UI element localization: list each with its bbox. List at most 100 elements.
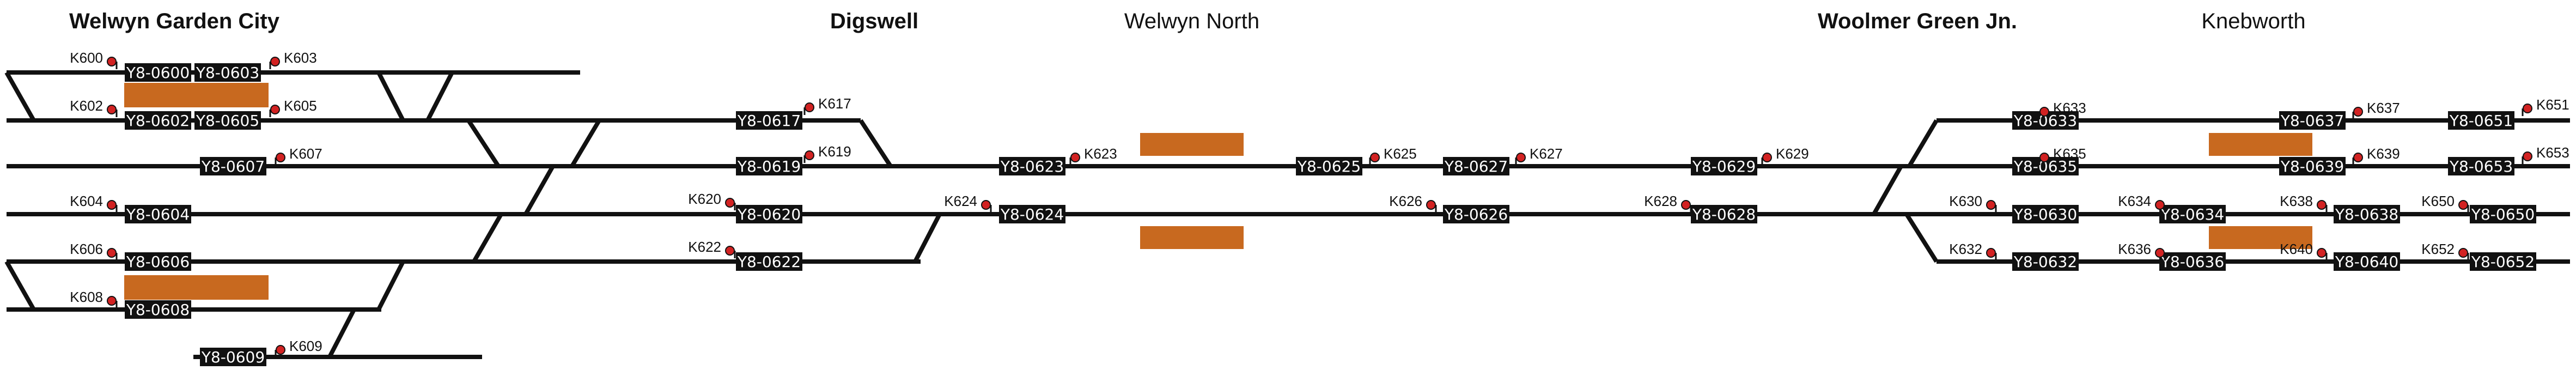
berth-y8-0605[interactable]: Y8-0605 bbox=[194, 111, 261, 130]
signal-k607[interactable]: K607 bbox=[275, 145, 322, 165]
signal-k603[interactable]: K603 bbox=[269, 50, 317, 69]
berth-y8-0634[interactable]: Y8-0634 bbox=[2159, 205, 2226, 223]
signal-k632[interactable]: K632 bbox=[1949, 241, 1997, 260]
signal-k608[interactable]: K608 bbox=[70, 289, 118, 308]
berth-y8-0627[interactable]: Y8-0627 bbox=[1443, 157, 1509, 175]
berth-y8-0609[interactable]: Y8-0609 bbox=[200, 348, 266, 366]
berth-y8-0653[interactable]: Y8-0653 bbox=[2448, 157, 2514, 175]
signal-light-icon bbox=[2317, 200, 2327, 210]
signal-label: K609 bbox=[289, 338, 322, 354]
berth-y8-0620[interactable]: Y8-0620 bbox=[736, 205, 802, 223]
berth-y8-0626[interactable]: Y8-0626 bbox=[1443, 205, 1509, 223]
berth-box bbox=[2279, 157, 2346, 175]
signal-k628[interactable]: K628 bbox=[1644, 193, 1692, 213]
signal-k626[interactable]: K626 bbox=[1389, 193, 1437, 213]
berth-y8-0607[interactable]: Y8-0607 bbox=[200, 157, 266, 175]
berth-y8-0651[interactable]: Y8-0651 bbox=[2448, 111, 2514, 130]
signal-k650[interactable]: K650 bbox=[2421, 193, 2469, 213]
berth-y8-0650[interactable]: Y8-0650 bbox=[2470, 205, 2536, 223]
signal-k639[interactable]: K639 bbox=[2352, 145, 2400, 165]
berth-box bbox=[736, 111, 802, 130]
berth-label: Y8-0626 bbox=[1444, 205, 1508, 223]
signal-label: K607 bbox=[289, 145, 322, 162]
signal-k640[interactable]: K640 bbox=[2280, 241, 2328, 260]
berth-y8-0630[interactable]: Y8-0630 bbox=[2012, 205, 2079, 223]
signal-k619[interactable]: K619 bbox=[803, 143, 851, 163]
station-name-woolmer-green-jn: Woolmer Green Jn. bbox=[1818, 9, 2017, 33]
signal-k605[interactable]: K605 bbox=[269, 98, 317, 117]
signal-label: K652 bbox=[2421, 241, 2455, 257]
signal-k652[interactable]: K652 bbox=[2421, 241, 2469, 260]
track bbox=[376, 71, 405, 122]
signal-k653[interactable]: K653 bbox=[2522, 144, 2569, 164]
signal-light-icon bbox=[2155, 200, 2165, 210]
berth-y8-0640[interactable]: Y8-0640 bbox=[2334, 252, 2400, 271]
berth-box bbox=[999, 205, 1065, 223]
signal-k630[interactable]: K630 bbox=[1949, 193, 1997, 213]
signal-k627[interactable]: K627 bbox=[1515, 145, 1563, 165]
berth-y8-0619[interactable]: Y8-0619 bbox=[736, 157, 802, 175]
berth-y8-0637[interactable]: Y8-0637 bbox=[2279, 111, 2346, 130]
platform-layer bbox=[124, 83, 2312, 300]
signal-label: K623 bbox=[1084, 145, 1117, 162]
berth-y8-0602[interactable]: Y8-0602 bbox=[125, 111, 191, 130]
signal-k637[interactable]: K637 bbox=[2352, 100, 2400, 119]
signal-k623[interactable]: K623 bbox=[1069, 145, 1117, 165]
berth-y8-0639[interactable]: Y8-0639 bbox=[2279, 157, 2346, 175]
signal-k606[interactable]: K606 bbox=[70, 241, 118, 260]
berth-y8-0629[interactable]: Y8-0629 bbox=[1691, 157, 1757, 175]
berth-y8-0623[interactable]: Y8-0623 bbox=[999, 157, 1065, 175]
berth-y8-0622[interactable]: Y8-0622 bbox=[736, 252, 802, 271]
signal-k620[interactable]: K620 bbox=[688, 191, 736, 210]
berth-y8-0624[interactable]: Y8-0624 bbox=[999, 205, 1065, 223]
berth-label: Y8-0639 bbox=[2280, 157, 2344, 175]
berth-y8-0628[interactable]: Y8-0628 bbox=[1691, 205, 1757, 223]
berth-box bbox=[1443, 157, 1509, 175]
signal-label: K617 bbox=[818, 95, 851, 112]
signal-light-icon bbox=[1681, 200, 1691, 210]
signal-k604[interactable]: K604 bbox=[70, 193, 118, 213]
berth-y8-0608[interactable]: Y8-0608 bbox=[125, 300, 191, 319]
berth-label: Y8-0607 bbox=[201, 157, 265, 175]
berth-box bbox=[2012, 205, 2079, 223]
signal-k635[interactable]: K635 bbox=[2038, 145, 2086, 165]
berth-y8-0636[interactable]: Y8-0636 bbox=[2159, 252, 2226, 271]
signal-label: K653 bbox=[2536, 144, 2569, 161]
berth-box bbox=[200, 157, 266, 175]
berth-box bbox=[736, 252, 802, 271]
signal-k617[interactable]: K617 bbox=[803, 95, 851, 115]
signal-label: K620 bbox=[688, 191, 721, 207]
berth-y8-0603[interactable]: Y8-0603 bbox=[194, 63, 261, 82]
signal-k600[interactable]: K600 bbox=[70, 50, 118, 69]
signal-k602[interactable]: K602 bbox=[70, 98, 118, 117]
berth-label: Y8-0653 bbox=[2449, 157, 2513, 175]
signal-k651[interactable]: K651 bbox=[2522, 96, 2569, 116]
berth-label: Y8-0636 bbox=[2160, 253, 2224, 271]
signal-k624[interactable]: K624 bbox=[944, 193, 992, 213]
signal-k633[interactable]: K633 bbox=[2038, 100, 2086, 119]
signal-label: K630 bbox=[1949, 193, 1982, 209]
berth-y8-0617[interactable]: Y8-0617 bbox=[736, 111, 802, 130]
berth-box bbox=[999, 157, 1065, 175]
signal-label: K636 bbox=[2118, 241, 2151, 257]
signal-label: K638 bbox=[2280, 193, 2313, 209]
signal-light-icon bbox=[1070, 153, 1080, 162]
berth-y8-0600[interactable]: Y8-0600 bbox=[125, 63, 191, 82]
signal-k622[interactable]: K622 bbox=[688, 239, 736, 258]
signal-k609[interactable]: K609 bbox=[275, 338, 322, 357]
berth-y8-0632[interactable]: Y8-0632 bbox=[2012, 252, 2079, 271]
signal-light-icon bbox=[107, 296, 117, 306]
signal-k636[interactable]: K636 bbox=[2118, 241, 2166, 260]
track bbox=[376, 260, 405, 311]
signal-light-icon bbox=[107, 248, 117, 258]
signal-k638[interactable]: K638 bbox=[2280, 193, 2328, 213]
berth-y8-0652[interactable]: Y8-0652 bbox=[2470, 252, 2536, 271]
berth-y8-0604[interactable]: Y8-0604 bbox=[125, 205, 191, 223]
berth-y8-0638[interactable]: Y8-0638 bbox=[2334, 205, 2400, 223]
signal-k625[interactable]: K625 bbox=[1369, 145, 1417, 165]
signal-k634[interactable]: K634 bbox=[2118, 193, 2166, 213]
berth-y8-0606[interactable]: Y8-0606 bbox=[125, 252, 191, 271]
berth-y8-0625[interactable]: Y8-0625 bbox=[1296, 157, 1362, 175]
berth-label: Y8-0609 bbox=[201, 348, 265, 366]
signal-k629[interactable]: K629 bbox=[1761, 145, 1809, 165]
